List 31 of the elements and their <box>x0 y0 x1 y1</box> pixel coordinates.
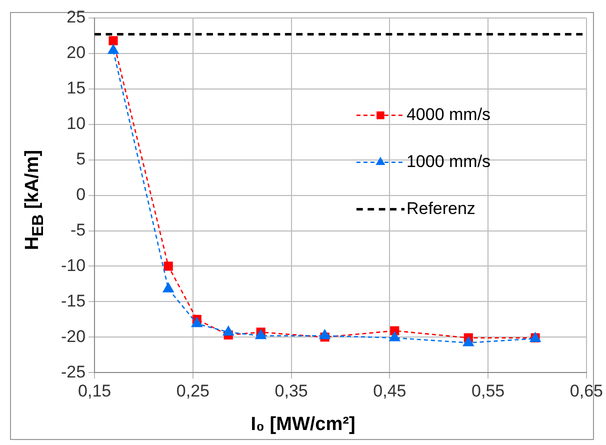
x-tick-label: 0,35 <box>274 381 308 400</box>
y-tick-label: -5 <box>70 220 86 240</box>
y-tick-label: -20 <box>60 326 86 346</box>
y-tick-label: -15 <box>60 291 86 310</box>
x-tick-label: 0,45 <box>373 381 406 400</box>
y-tick-label: -25 <box>60 362 86 382</box>
y-tick-label: 15 <box>66 78 86 98</box>
point <box>255 330 266 340</box>
point <box>108 44 119 54</box>
legend-label: Referenz <box>406 198 476 218</box>
point <box>319 330 330 340</box>
y-tick-label: 25 <box>66 8 86 27</box>
point <box>191 318 202 328</box>
legend-label: 4000 mm/s <box>406 104 491 124</box>
x-tick-label: 0,55 <box>472 381 505 400</box>
point <box>108 36 118 46</box>
x-axis-title: I₀ [MW/cm²] <box>250 414 356 436</box>
y-tick-label: 10 <box>66 114 86 134</box>
x-tick-label: 0,65 <box>570 381 604 400</box>
point <box>164 262 173 271</box>
x-tick-label: 0,15 <box>78 381 112 400</box>
y-tick-label: 5 <box>76 150 86 169</box>
point <box>162 282 174 292</box>
legend-label: 1000 mm/s <box>406 152 491 171</box>
point <box>389 332 400 342</box>
x-tick-label: 0,25 <box>176 381 210 400</box>
y-tick-label: -10 <box>60 256 86 275</box>
y-tick-label: 0 <box>76 184 86 204</box>
point <box>462 336 474 346</box>
point <box>222 326 234 336</box>
y-tick-label: 20 <box>66 43 86 62</box>
